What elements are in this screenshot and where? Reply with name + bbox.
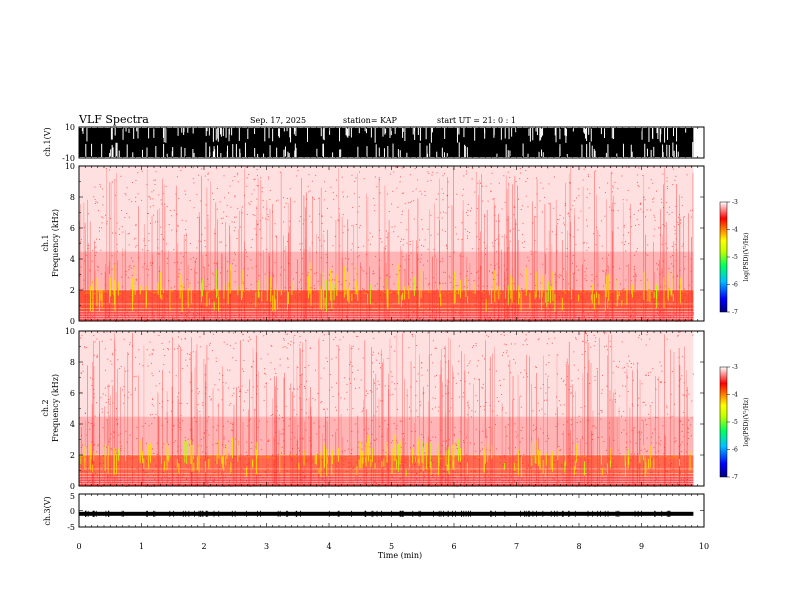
time-tick-label: 2 xyxy=(201,542,206,551)
ch2-spectrogram-ylabel: Frequency (kHz) xyxy=(51,374,60,442)
start-ut-label: start UT = 21: 0 : 1 xyxy=(437,116,516,125)
ch1-spectrogram-ytick-label: 0 xyxy=(70,317,75,326)
time-tick-label: 5 xyxy=(389,542,394,551)
date-label: Sep. 17, 2025 xyxy=(250,116,306,125)
ch1-waveform-panel: 10 -10 ch.1(V) xyxy=(43,123,705,163)
ch2-colorbar-tick: -6 xyxy=(732,447,738,454)
ch1-colorbar-tick: -5 xyxy=(732,254,738,261)
ch1-spectrogram-channel-label: ch.1 xyxy=(41,234,50,251)
ch3-waveform-frame xyxy=(78,493,705,528)
ch1-spectrogram-ylabel: Frequency (kHz) xyxy=(51,209,60,277)
ch1-ytick-bottom: -10 xyxy=(62,154,75,163)
ch1-colorbar-tick: -3 xyxy=(732,199,738,206)
ch3-waveform-ylabel: ch.3(V) xyxy=(43,496,52,525)
station-label: station= KAP xyxy=(343,116,398,125)
ch3-ytick-bottom: -5 xyxy=(67,523,75,532)
ch1-spectrogram-ytick-label: 2 xyxy=(70,286,75,295)
ch2-spectrogram-channel-label: ch.2 xyxy=(41,399,50,416)
ch2-colorbar-tick: -5 xyxy=(732,419,738,426)
ch1-colorbar-gradient xyxy=(719,201,728,313)
ch1-spectrogram-ytick-label: 4 xyxy=(70,255,75,264)
time-tick-label: 4 xyxy=(326,542,331,551)
ch2-spectrogram-ytick-label: 10 xyxy=(65,327,75,336)
ch1-waveform-ylabel: ch.1(V) xyxy=(43,127,52,156)
ch1-spectrogram-ytick-label: 6 xyxy=(70,224,75,233)
ch2-colorbar-tick: -4 xyxy=(732,392,738,399)
ch1-colorbar-label: log(PSD)(V²/Hz) xyxy=(743,233,750,282)
time-tick-label: 7 xyxy=(514,542,519,551)
time-tick-label: 1 xyxy=(139,542,144,551)
ch2-colorbar-tick: -3 xyxy=(732,364,738,371)
ch1-colorbar-tick: -4 xyxy=(732,227,738,234)
figure-title: VLF Spectra xyxy=(78,113,149,126)
ch1-spectrogram-ytick-label: 8 xyxy=(70,193,75,202)
ch1-colorbar-tick: -7 xyxy=(732,309,738,316)
ch1-waveform-trace xyxy=(79,128,694,157)
ch1-spectrogram-ytick-label: 10 xyxy=(65,162,75,171)
ch2-colorbar-label: log(PSD)(V²/Hz) xyxy=(743,398,750,447)
ch1-spectrogram-panel: 0 2 4 6 8 10 ch.1 Frequency (kHz) -3 -4 -5 -6 -7 … xyxy=(41,162,750,326)
time-axis-label: Time (min) xyxy=(378,551,422,560)
ch3-ytick-top: 5 xyxy=(70,492,75,501)
ch2-colorbar-tick: -7 xyxy=(732,474,738,481)
ch2-colorbar: -3 -4 -5 -6 -7 log(PSD)(V²/Hz) xyxy=(719,364,750,481)
time-axis: 0 1 2 3 4 5 6 7 8 9 10 xyxy=(76,127,709,551)
ch2-spectrogram-ytick-label: 0 xyxy=(70,482,75,491)
time-tick-label: 6 xyxy=(451,542,456,551)
ch1-spectrogram-image xyxy=(79,166,695,322)
time-tick-label: 8 xyxy=(576,542,581,551)
ch3-waveform-panel: 5 0 -5 ch.3(V) xyxy=(43,492,705,532)
ch1-colorbar: -3 -4 -5 -6 -7 log(PSD)(V²/Hz) xyxy=(719,199,750,316)
ch3-waveform-trace xyxy=(79,493,704,528)
ch2-colorbar-gradient xyxy=(719,366,728,478)
ch2-spectrogram-ytick-label: 6 xyxy=(70,389,75,398)
time-tick-label: 10 xyxy=(699,542,709,551)
ch1-ytick-top: 10 xyxy=(65,123,75,132)
time-tick-label: 3 xyxy=(264,542,269,551)
ch2-spectrogram-ytick-label: 2 xyxy=(70,451,75,460)
time-tick-label: 9 xyxy=(639,542,644,551)
ch2-spectrogram-panel: 0 2 4 6 8 10 ch.2 Frequency (kHz) -3 -4 -5 -6 -7 … xyxy=(41,327,750,491)
time-tick-label: 0 xyxy=(76,542,81,551)
ch3-ytick-mid: 0 xyxy=(70,507,75,516)
ch2-spectrogram-ytick-label: 8 xyxy=(70,358,75,367)
ch2-spectrogram-ytick-label: 4 xyxy=(70,420,75,429)
ch2-spectrogram-image xyxy=(79,331,694,487)
ch1-colorbar-tick: -6 xyxy=(732,282,738,289)
